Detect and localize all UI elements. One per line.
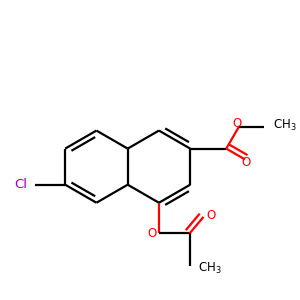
Text: Cl: Cl <box>15 178 28 191</box>
Text: O: O <box>207 209 216 222</box>
Text: O: O <box>147 227 156 240</box>
Text: O: O <box>242 156 251 169</box>
Text: CH$_3$: CH$_3$ <box>199 261 222 276</box>
Text: CH$_3$: CH$_3$ <box>273 118 297 133</box>
Text: O: O <box>232 118 241 130</box>
